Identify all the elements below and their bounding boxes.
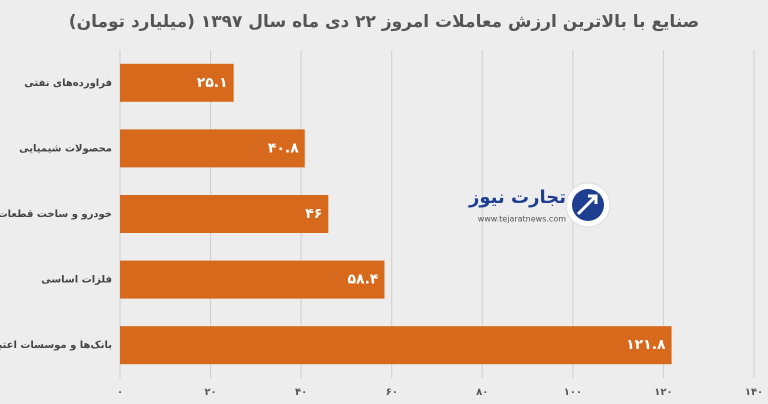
value-label: ۵۸.۴	[348, 272, 379, 288]
x-tick-label: ۱۰۰	[564, 387, 582, 398]
logo-name: تجارت نیوز	[468, 187, 566, 208]
y-tick-label: بانک‌ها و موسسات اعتباری	[0, 340, 112, 351]
x-tick-label: ۱۴۰	[745, 387, 763, 398]
logo-url: www.tejaratnews.com	[478, 215, 566, 224]
bar	[120, 326, 672, 365]
value-label: ۴۶	[305, 206, 322, 222]
y-tick-label: محصولات شیمیایی	[19, 143, 112, 154]
x-tick-label: ۴۰	[295, 387, 307, 398]
bar	[120, 195, 329, 233]
x-tick-label: ۸۰	[476, 387, 488, 398]
bar	[120, 63, 234, 102]
bar	[120, 260, 385, 299]
x-tick-label: ۰	[117, 387, 123, 398]
y-tick-label: فلزات اساسی	[41, 275, 112, 286]
x-tick-label: ۱۲۰	[654, 387, 672, 398]
logo: تجارت نیوز www.tejaratnews.com	[468, 182, 611, 228]
y-tick-label: فراورده‌های نفتی	[24, 78, 112, 89]
value-label: ۱۲۱.۸	[626, 337, 666, 353]
y-tick-label: خودرو و ساخت قطعات	[0, 209, 112, 220]
value-label: ۲۵.۱	[197, 75, 228, 91]
chart-title: صنایع با بالاترین ارزش معاملات امروز ۲۲ …	[69, 12, 699, 32]
logo-arrow	[576, 194, 598, 216]
x-tick-label: ۶۰	[386, 387, 398, 398]
value-label: ۴۰.۸	[268, 140, 299, 156]
x-tick-label: ۲۰	[204, 387, 216, 398]
bar	[120, 129, 305, 168]
